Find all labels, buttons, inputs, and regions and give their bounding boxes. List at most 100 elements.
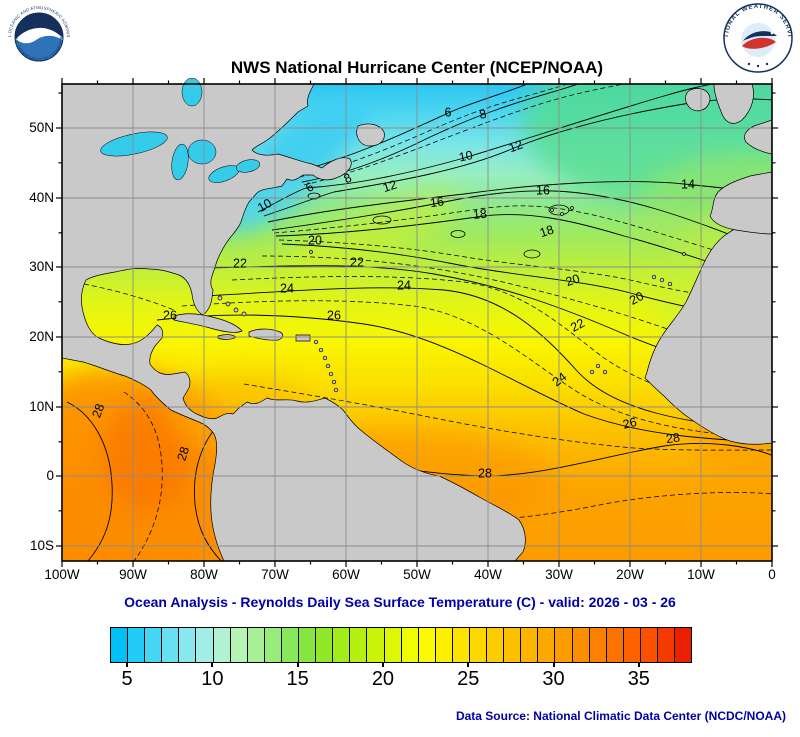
colorbar-tick-mark [552,662,555,667]
contour-label: 18 [472,207,487,222]
island-puerto-rico [295,334,311,342]
colorbar-tick-label: 15 [286,668,309,690]
colorbar-tick-label: 20 [371,668,395,690]
contour-label: 12 [507,137,525,155]
colorbar-tick-label: 30 [542,668,565,690]
colorbar-segment [179,628,197,662]
lat-axis-label: 40N [29,190,54,205]
colorbar-segment [128,628,146,662]
nws-eagle-eye [770,31,774,35]
lat-axis-label: 0 [46,468,54,483]
island-madeira [682,252,686,256]
map-frame [61,83,773,562]
lat-axis-label: 10N [29,399,54,414]
contour-label: 20 [564,272,582,290]
colorbar-segment [299,628,317,662]
colorbar-tick-mark [381,662,384,667]
contour-label: 26 [163,308,177,322]
colorbar-segment [469,628,488,662]
islands-lesser-antilles [313,339,339,393]
colorbar-segment [640,628,658,662]
lat-axis-label: 20N [29,329,54,344]
colorbar-segment [675,628,692,662]
contour-label: 28 [89,402,107,420]
lon-axis-label: 10W [687,567,715,582]
colorbar-tick-label: 5 [121,668,133,690]
land-france [744,119,773,155]
land-africa [644,215,773,445]
nws-eagle-icon [743,31,777,41]
land-ireland [685,88,711,112]
lon-axis-label: 100W [44,567,80,582]
lon-axis-label: 20W [616,567,644,582]
lon-axis-label: 30W [545,567,573,582]
colorbar-segment [658,628,676,662]
lon-axis-label: 50W [403,567,431,582]
lon-axis-label: 0 [768,567,776,582]
colorbar-scale: 5 10 15 20 25 30 35 [110,662,690,696]
great-lakes [100,78,261,183]
colorbar-segment [606,628,624,662]
islands-bahamas [217,295,247,317]
colorbar-segment [196,628,214,662]
contour-label: 28 [478,466,492,480]
colorbar-segment [247,628,265,662]
colorbar-segment [452,628,470,662]
islands-cape-verde [589,363,608,375]
contour-label: 22 [233,256,247,270]
colorbar-segment [572,628,590,662]
contour-label: 20 [308,233,322,247]
island-bermuda [309,250,313,254]
colorbar-tick-mark [126,662,129,667]
colorbar-segment [162,628,180,662]
land-americas [61,83,526,562]
nws-star [765,62,769,66]
colorbar-segment [487,628,505,662]
nws-logo: NATIONAL WEATHER SERVICE [722,2,793,73]
contour-label: 14 [681,177,695,191]
data-source-note: Data Source: National Climatic Data Cent… [455,709,786,723]
graticule-grid [62,84,772,561]
colorbar-segment [538,628,556,662]
contour-label: 24 [280,281,294,295]
colorbar-segment [316,628,334,662]
lon-axis-label: 60W [332,567,360,582]
contour-label: 6 [445,105,452,119]
contour-label: 28 [665,430,681,446]
lat-axis-label: 10S [29,538,54,553]
colorbar-segment [350,628,368,662]
colorbar-segment [213,628,231,662]
colorbar-segment [333,628,351,662]
colorbar-segment [401,628,419,662]
colorbar-tick-mark [211,662,214,667]
island-newfoundland [356,123,385,147]
islands-canary [651,274,673,287]
contour-label: 28 [175,445,193,463]
contour-label: 10 [458,148,475,165]
land-britain [713,83,754,124]
contour-label: 20 [627,289,646,308]
colorbar-tick-mark [296,662,299,667]
analysis-caption: Ocean Analysis - Reynolds Daily Sea Surf… [124,594,676,610]
nws-red-swoosh-icon [742,37,776,49]
contour-label: 26 [327,308,341,322]
contour-label: 12 [381,178,399,196]
contour-label: 22 [568,316,587,335]
colorbar-segment [521,628,539,662]
contour-label: 16 [429,194,445,210]
contour-label: 8 [478,107,487,122]
islands-azores [550,206,574,216]
colorbar-segment [418,628,436,662]
land-iberia [709,171,773,235]
noaa-gull-icon [16,27,63,44]
colorbar-tick-mark [467,662,470,667]
colorbar-segment [384,628,402,662]
colorbar-segment [111,628,129,662]
colorbar-segment [435,628,453,662]
colorbar-segment [623,628,641,662]
contour-label: 16 [536,183,550,197]
colorbar-segment [230,628,248,662]
lon-axis-label: 80W [190,567,218,582]
